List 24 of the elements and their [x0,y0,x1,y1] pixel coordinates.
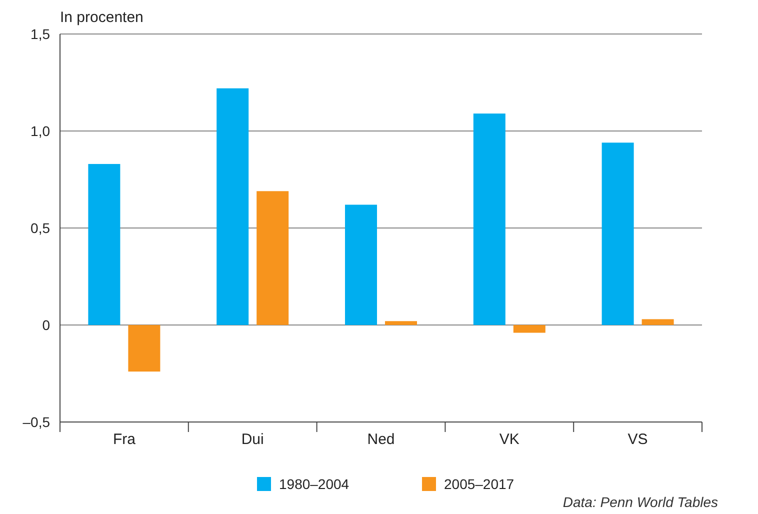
x-tick-label: VK [499,431,520,448]
y-tick-label: 1,5 [30,26,50,42]
bar [513,325,546,333]
x-tick-label: Ned [367,431,395,448]
bar [345,204,377,325]
x-tick-label: VS [628,431,648,448]
bar [473,114,506,325]
legend-label: 2005–2017 [444,476,514,492]
bar [385,321,417,325]
y-tick-label: 0 [42,316,50,333]
text: Data: Penn World Tables [562,494,718,510]
bar [602,142,634,325]
legend-label: 1980–2004 [279,476,350,492]
bar [642,319,674,325]
y-tick-label: 0,5 [30,220,50,236]
y-tick-label: 1,0 [30,122,50,139]
x-tick-label: Dui [241,431,264,448]
bar [216,88,249,325]
bar [88,164,120,325]
bar [128,325,160,372]
y-tick-label: –0,5 [22,414,50,430]
y-axis-title: In procenten [60,9,144,26]
x-tick-label: Fra [112,431,136,448]
bar [256,191,289,325]
